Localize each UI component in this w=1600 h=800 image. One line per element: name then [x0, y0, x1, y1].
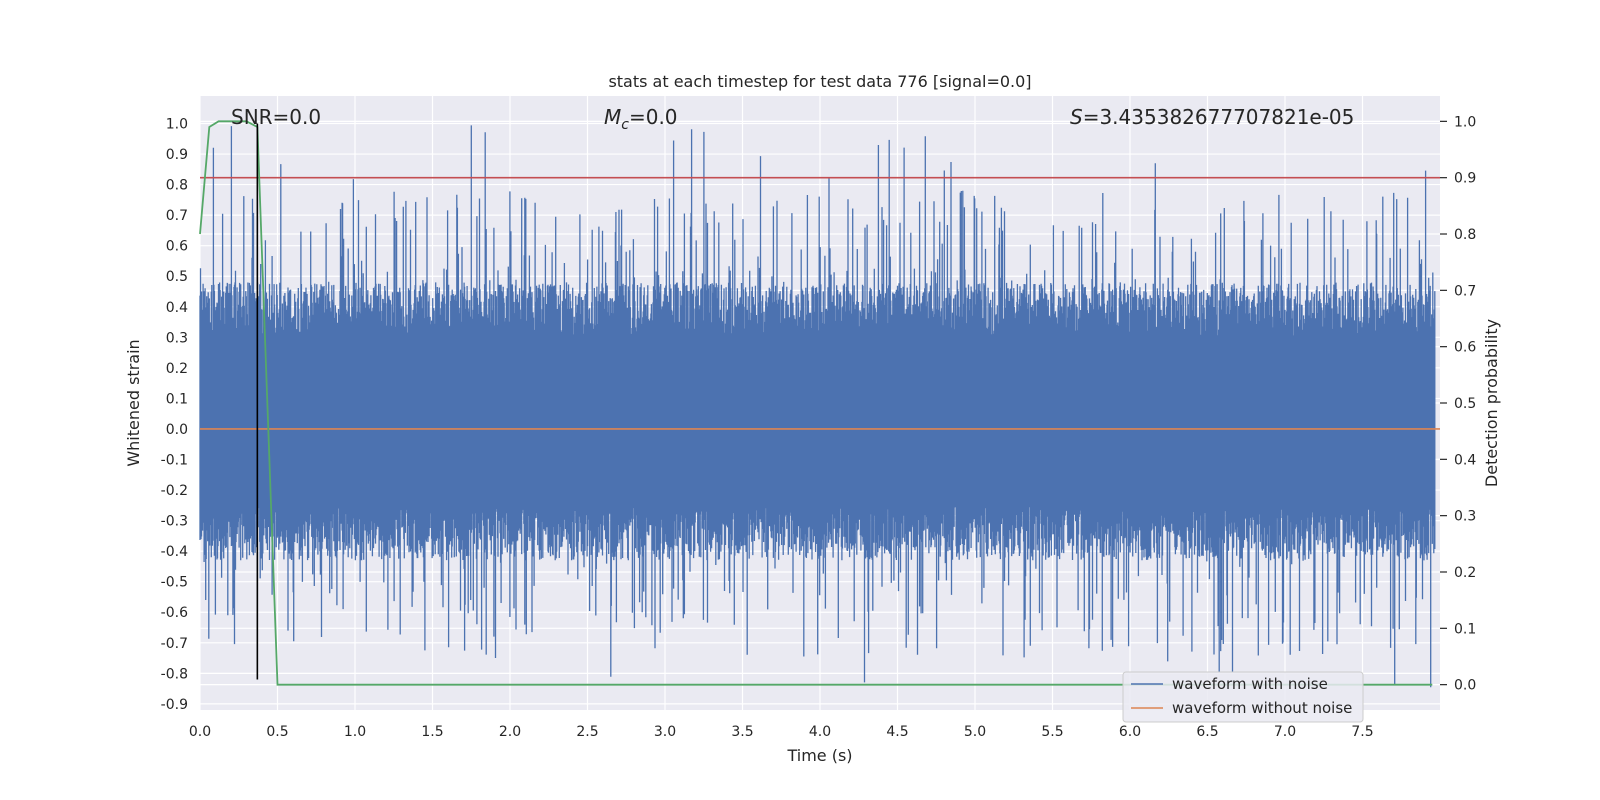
y-tick-label: 1.0 — [166, 116, 188, 132]
y2-tick-label: 0.7 — [1454, 283, 1476, 299]
axes: 0.0 0.5 1.0 1.5 2.0 2.5 3.0 3.5 4.0 4.5 5.0 5.5 6.0 6… — [161, 114, 1477, 740]
chirp-mass-value: =0.0 — [629, 105, 678, 129]
y-axis-label: Whitened strain — [124, 339, 143, 466]
x-tick-label: 4.0 — [809, 724, 831, 740]
y-tick-label: -0.6 — [161, 605, 188, 621]
y2-tick-label: 0.2 — [1454, 565, 1476, 581]
chart-title: stats at each timestep for test data 776… — [608, 72, 1031, 91]
y-tick-label: -0.1 — [161, 453, 188, 469]
y-tick-label: 0.4 — [166, 300, 188, 316]
x-tick-label: 7.0 — [1274, 724, 1296, 740]
y-tick-label: -0.5 — [161, 575, 188, 591]
y-tick-label: 0.3 — [166, 330, 188, 346]
y-tick-label: 0.2 — [166, 361, 188, 377]
y-tick-label: 0.1 — [166, 391, 188, 407]
x-tick-label: 5.5 — [1041, 724, 1063, 740]
legend: waveform with noise waveform without noi… — [1122, 671, 1364, 723]
overlay-series — [199, 120, 1440, 686]
x-tick-label: 6.0 — [1119, 724, 1141, 740]
x-tick-label: 1.5 — [421, 724, 443, 740]
x-tick-label: 1.0 — [344, 724, 366, 740]
chirp-mass-subscript: c — [621, 117, 629, 133]
snr-annotation: SNR=0.0 — [231, 105, 321, 129]
y-tick-label: 0.6 — [166, 239, 188, 255]
y2-tick-label: 0.0 — [1454, 678, 1476, 694]
y-tick-label: 0.0 — [166, 422, 188, 438]
s-value: =3.435382677707821e-05 — [1083, 105, 1355, 129]
x-tick-label: 0.0 — [189, 724, 211, 740]
x-tick-label: 3.5 — [731, 724, 753, 740]
y2-tick-label: 0.1 — [1454, 621, 1476, 637]
y2-tick-label: 0.5 — [1454, 396, 1476, 412]
y-tick-label: 0.5 — [166, 269, 188, 285]
y-tick-label: 0.9 — [166, 147, 188, 163]
legend-label-clean: waveform without noise — [1172, 699, 1352, 717]
x-tick-label: 3.0 — [654, 724, 676, 740]
y2-tick-label: 0.4 — [1454, 452, 1476, 468]
x-tick-label: 6.5 — [1196, 724, 1218, 740]
s-symbol: S — [1070, 105, 1083, 129]
legend-label-noise: waveform with noise — [1172, 675, 1328, 693]
y-tick-label: -0.7 — [161, 636, 188, 652]
y2-tick-label: 1.0 — [1454, 114, 1476, 130]
chirp-mass-annotation: Mc=0.0 — [604, 105, 678, 133]
y-tick-label: -0.2 — [161, 483, 188, 499]
y-tick-label: -0.4 — [161, 544, 188, 560]
legend-box — [1122, 671, 1364, 723]
x-tick-label: 2.5 — [576, 724, 598, 740]
x-tick-label: 2.0 — [499, 724, 521, 740]
x-tick-label: 5.0 — [964, 724, 986, 740]
detection-probability-line — [199, 120, 1433, 686]
x-tick-label: 7.5 — [1351, 724, 1373, 740]
y-tick-label: -0.3 — [161, 514, 188, 530]
y-tick-label: 0.8 — [166, 178, 188, 194]
x-tick-label: 4.5 — [886, 724, 908, 740]
y-tick-label: 0.7 — [166, 208, 188, 224]
s-annotation: S=3.435382677707821e-05 — [1070, 105, 1354, 129]
y2-tick-label: 0.8 — [1454, 227, 1476, 243]
y2-tick-label: 0.9 — [1454, 171, 1476, 187]
y-tick-label: -0.9 — [161, 697, 188, 713]
x-axis-label: Time (s) — [786, 746, 852, 765]
y2-tick-label: 0.3 — [1454, 509, 1476, 525]
y2-tick-label: 0.6 — [1454, 340, 1476, 356]
y-tick-label: -0.8 — [161, 666, 188, 682]
y2-axis-label: Detection probability — [1482, 319, 1501, 487]
x-tick-label: 0.5 — [266, 724, 288, 740]
chirp-mass-symbol: M — [604, 105, 621, 129]
